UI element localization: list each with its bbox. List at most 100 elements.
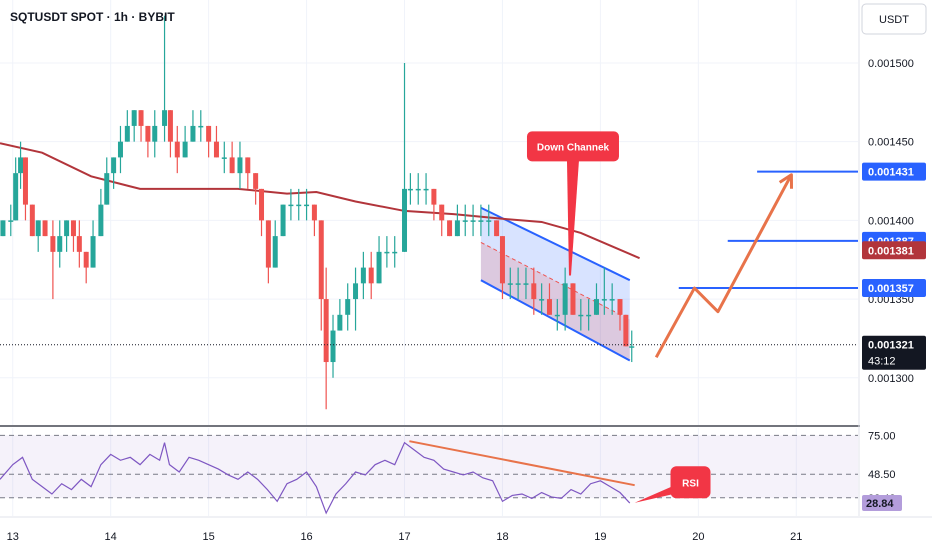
candle [229,141,235,174]
candle-body [609,299,615,301]
candle-body [578,314,584,317]
candle-body [523,283,529,285]
candle-body [304,204,310,207]
candle-body [515,283,521,285]
candle [318,220,324,331]
candle-body [368,267,374,284]
price-tick-label: 0.001450 [868,137,914,149]
candle-body [318,220,324,300]
candle [623,314,629,347]
level-tag-text: 0.001357 [868,283,914,295]
candle [138,110,144,142]
candle-body [90,236,96,268]
candle-body [131,110,137,126]
candle-body [478,220,484,222]
rsi-current-bg [862,495,902,512]
candle [167,110,173,158]
candle-body [337,314,343,331]
symbol-title: SQTUSDT SPOT · 1h · BYBIT [10,10,175,24]
candle-body [124,125,130,142]
level-tag-bg [862,162,926,181]
current-price-bg [862,335,926,370]
time-tick-label: 15 [202,531,214,543]
candle [486,204,492,237]
time-tick-label: 21 [790,531,802,543]
candle-body [323,299,329,363]
channel-fill [480,207,630,361]
candle [0,220,6,237]
candle [431,188,437,221]
candle [35,220,41,252]
candle-body [229,157,235,174]
candle [323,267,329,410]
candle-body [13,173,19,221]
rsi-current-text: 28.84 [866,498,894,510]
candle [345,283,351,331]
candle [454,204,460,237]
candle-body [562,283,568,315]
candle [384,236,390,268]
currency-button-label[interactable]: USDT [879,14,909,26]
callout-text: Down Channek [537,142,610,153]
candle-body [104,173,110,205]
candle [174,125,180,174]
candle-body [470,220,476,222]
rsi-panel [0,440,635,515]
candle-body [486,220,492,222]
candle [402,62,408,252]
candle [221,141,227,174]
ma-price-tag-bg [862,241,926,260]
countdown-text: 43:12 [868,356,896,368]
candle [42,220,48,237]
candle [523,267,529,300]
candle [601,267,607,315]
candle-body [280,204,286,237]
candle [304,188,310,221]
candle [494,220,500,237]
candle [22,157,28,221]
rsi-callout: RSI [634,466,711,503]
candle-body [288,204,294,207]
rsi-line [0,441,631,515]
candle [259,188,265,237]
level-tag-text: 0.001431 [868,167,914,179]
time-tick-label: 17 [398,531,410,543]
candle [280,204,286,237]
candle-body [64,220,70,237]
candle [131,110,137,142]
candle [182,125,188,158]
candle [330,314,336,378]
candle [546,283,552,315]
candle-body [353,283,359,300]
candle [13,157,19,221]
candle-body [629,346,635,348]
currency-button[interactable]: USDT [861,3,927,35]
candle-body [431,188,437,205]
candle-body [152,125,158,142]
candle-body [190,125,196,142]
price-tick-label: 0.001500 [868,58,914,70]
candle [539,283,545,315]
candle-body [29,204,35,237]
candle [360,251,366,300]
candle [50,220,56,300]
candle-body [539,299,545,301]
time-tick-label: 13 [7,531,19,543]
moving-average-line [0,142,640,260]
candle [515,267,521,300]
candle-body [415,188,421,191]
moving-average [0,142,640,260]
candle-body [296,204,302,207]
price-tick-label: 0.001350 [868,294,914,306]
candle [507,267,513,300]
down-channel [480,206,631,362]
candle [478,204,484,237]
rsi-callout-pointer [634,486,673,503]
time-axis: 13 14 15 16 17 18 19 20 21 [0,516,932,543]
price-axis: 0.001500 0.001450 0.001400 0.001350 0.001300… [860,0,932,550]
projection-arrowhead [778,173,794,189]
candle [288,188,294,221]
candle-body [35,220,41,237]
